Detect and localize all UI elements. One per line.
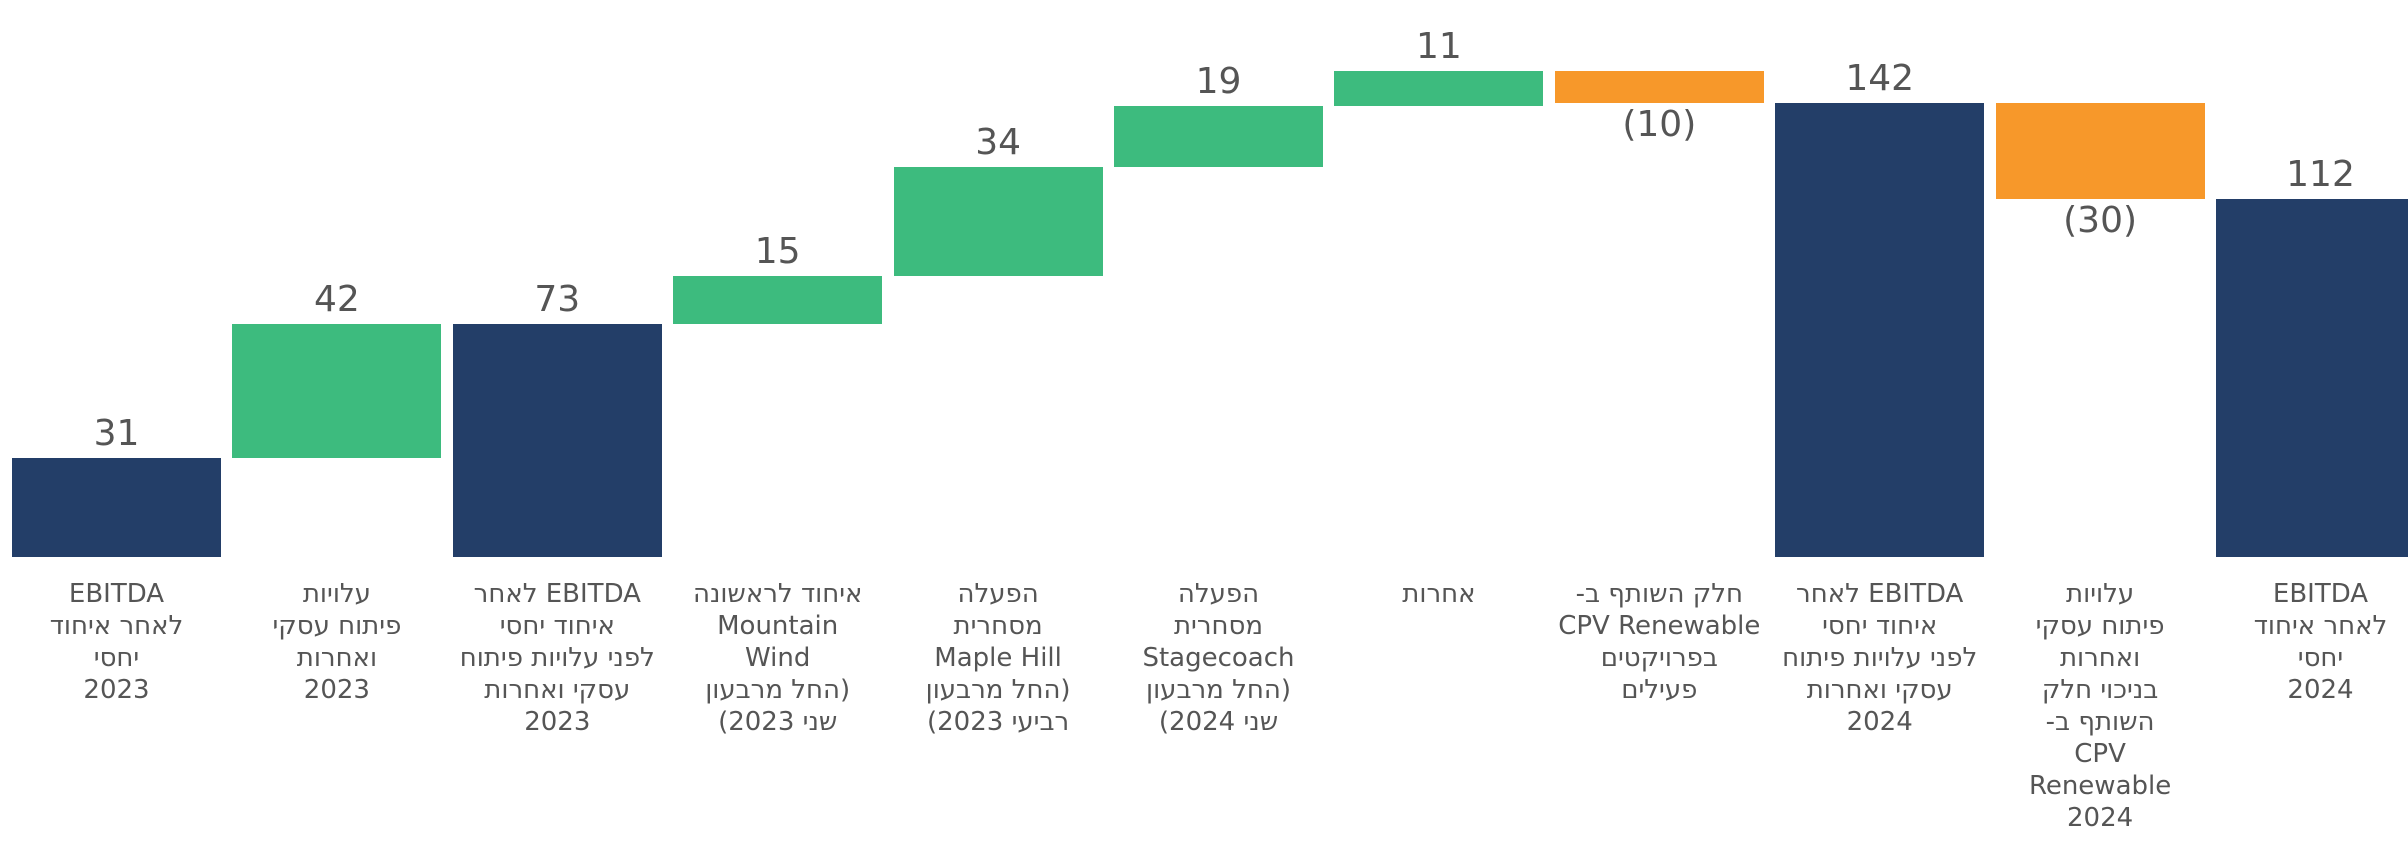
value-label: (30) <box>2063 199 2138 241</box>
value-label: 142 <box>1845 57 1915 99</box>
value-label: 11 <box>1415 26 1462 67</box>
value-label: 73 <box>534 278 581 320</box>
bar <box>1995 102 2205 199</box>
bar <box>1114 106 1323 167</box>
value-label: 31 <box>93 412 140 454</box>
category-label: EBITDA לאחר איחוד יחסי לפני עלויות פיתוח… <box>459 579 655 737</box>
category-label: איחוד לראשונה Mountain Wind (החל מרבעון … <box>692 579 863 737</box>
category-label: אחרות <box>1402 579 1476 609</box>
value-label: 19 <box>1195 61 1242 103</box>
bar <box>673 275 883 324</box>
value-label: (10) <box>1622 103 1697 145</box>
value-label: 15 <box>754 230 801 272</box>
bar <box>452 323 662 557</box>
bar <box>893 166 1103 276</box>
category-label: חלק השותף ב- CPV Renewable בפרויקטים פעי… <box>1558 579 1761 705</box>
bar <box>2216 198 2408 557</box>
category-label: הפעלה מסחרית Maple Hill (החל מרבעון רביע… <box>925 579 1071 737</box>
category-label: EBITDA לאחר איחוד יחסי 2024 <box>2253 579 2388 705</box>
value-label: 42 <box>313 278 360 320</box>
bar <box>12 457 221 557</box>
category-label: EBITDA לאחר איחוד יחסי לפני עלויות פיתוח… <box>1782 579 1978 737</box>
bar <box>1775 102 1985 557</box>
value-label: 34 <box>975 121 1021 163</box>
category-label: עלויות פיתוח עסקי ואחרות בניכוי חלק השות… <box>2028 579 2172 833</box>
value-label: 112 <box>2286 153 2355 195</box>
bar <box>1554 71 1764 103</box>
category-label: עלויות פיתוח עסקי ואחרות 2023 <box>272 579 402 705</box>
category-label: EBITDA לאחר איחוד יחסי 2023 <box>49 579 184 705</box>
category-label: הפעלה מסחרית Stagecoach (החל מרבעון שני … <box>1142 579 1295 737</box>
bar <box>1334 71 1544 107</box>
bar <box>232 323 442 458</box>
